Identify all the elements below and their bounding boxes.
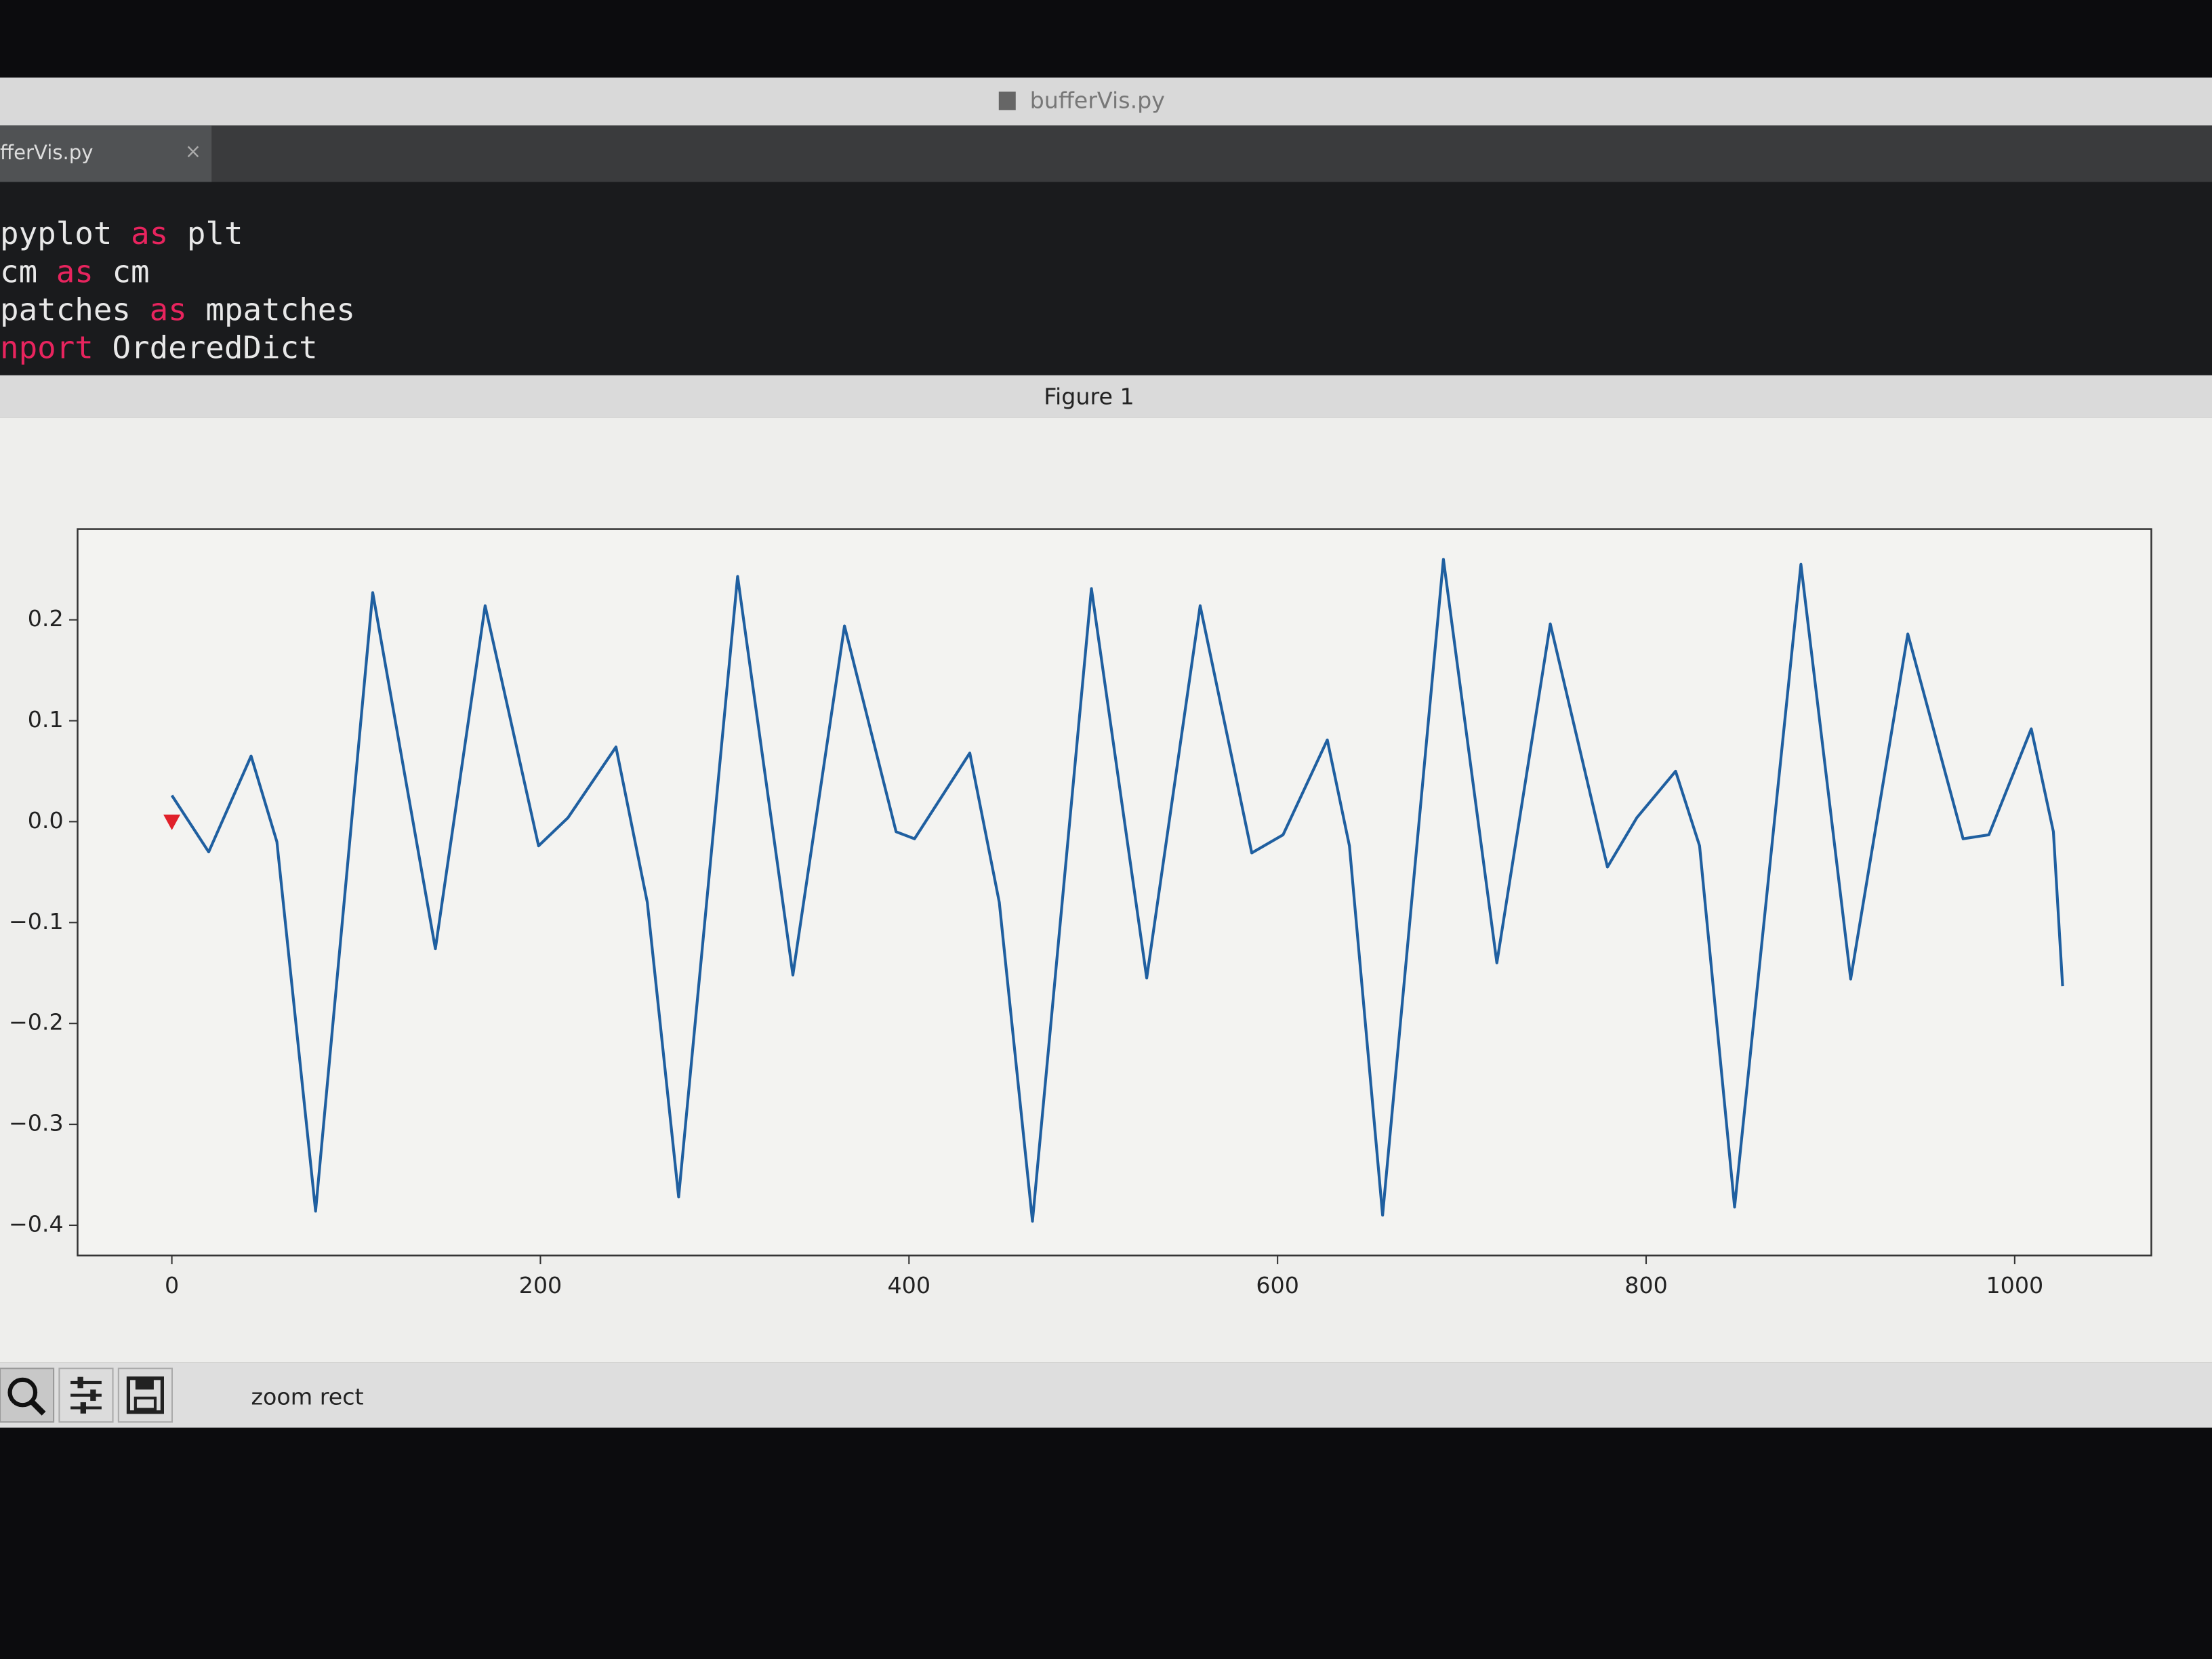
- data-line: [170, 558, 2064, 1223]
- file-icon: [998, 91, 1016, 110]
- configure-button[interactable]: [58, 1368, 114, 1423]
- editor-title: bufferVis.py: [1030, 87, 1165, 113]
- y-tick-label: 0.0: [28, 807, 64, 834]
- code-token: as: [56, 253, 94, 289]
- x-tick-label: 400: [888, 1272, 931, 1298]
- code-token: cm: [112, 253, 149, 289]
- y-tick-label: −0.1: [9, 908, 64, 935]
- tab[interactable]: [0, 125, 212, 182]
- zoom-button[interactable]: [0, 1368, 55, 1423]
- x-tick-label: 1000: [1986, 1272, 2043, 1298]
- axes-frame: [77, 528, 2152, 1256]
- code-area: [0, 182, 2212, 375]
- code-token: cm: [0, 253, 37, 289]
- y-tick-label: 0.2: [28, 605, 64, 632]
- tab-label[interactable]: fferVis.py: [0, 141, 94, 164]
- code-token: as: [131, 215, 168, 251]
- figure-titlebar: [0, 375, 2212, 418]
- code-token: mpatches: [205, 291, 355, 328]
- tab-bar: [0, 125, 2212, 182]
- y-tick-label: −0.4: [9, 1210, 64, 1237]
- x-tick-label: 0: [165, 1272, 179, 1298]
- figure-title: Figure 1: [1044, 384, 1134, 410]
- code-token: plt: [187, 215, 243, 251]
- marker: [163, 814, 181, 830]
- plot: 0 200 400 600 800 1000 −0.4 −0.3 −0.2 −0.1 0.0 0.1 0…: [9, 558, 2064, 1298]
- y-tick-label: −0.3: [9, 1110, 64, 1136]
- toolbar: [0, 1362, 2212, 1428]
- x-tick-label: 200: [519, 1272, 562, 1298]
- save-button[interactable]: [117, 1368, 173, 1423]
- code-token: pyplot: [0, 215, 112, 251]
- editor-titlebar: [0, 77, 2212, 126]
- code-token: patches: [0, 291, 131, 328]
- x-tick-label: 800: [1624, 1272, 1668, 1298]
- x-tick-label: 600: [1256, 1272, 1299, 1298]
- code-token: nport: [0, 329, 94, 366]
- y-tick-label: −0.2: [9, 1009, 64, 1036]
- code-token: as: [150, 291, 187, 328]
- toolbar-status: zoom rect: [251, 1383, 364, 1410]
- tab-close[interactable]: ×: [185, 140, 201, 163]
- y-tick-label: 0.1: [28, 706, 64, 733]
- code-token: OrderedDict: [112, 329, 317, 366]
